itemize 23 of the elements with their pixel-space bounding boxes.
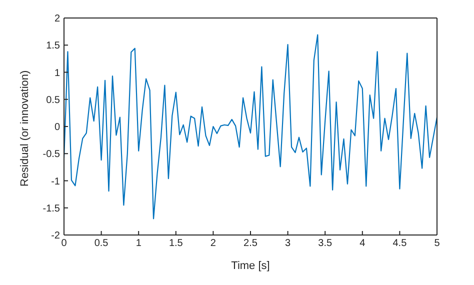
x-tick-label: 4.5 (392, 238, 408, 250)
x-tick-label: 0.5 (94, 238, 109, 250)
y-tick-label: 1.5 (46, 40, 60, 52)
x-tick-label: 0 (61, 238, 68, 250)
x-tick-label: 1 (136, 238, 142, 250)
y-axis-title: Residual (or innovation) (18, 70, 31, 186)
line-series (64, 34, 437, 220)
y-tick-label: 0.5 (46, 94, 60, 106)
x-tick-label: 2 (210, 238, 216, 250)
y-tick-label: -1 (51, 176, 60, 188)
x-tick-label: 1.5 (168, 238, 184, 250)
y-tick-label: 2 (54, 14, 60, 25)
x-tick-label: 3 (285, 238, 292, 250)
x-tick-label: 2.5 (244, 238, 258, 250)
x-tick-label: 4 (360, 238, 366, 250)
y-tick-label: 1 (54, 68, 60, 79)
x-tick-label: 5 (434, 238, 440, 250)
y-tick-label: -1.5 (42, 203, 60, 214)
y-tick-label: -2 (51, 230, 60, 242)
y-tick-label: 0 (54, 122, 60, 134)
x-axis-title: Time [s] (231, 260, 270, 272)
x-tick-label: 3.5 (318, 238, 332, 250)
y-tick-label: -0.5 (42, 149, 60, 160)
